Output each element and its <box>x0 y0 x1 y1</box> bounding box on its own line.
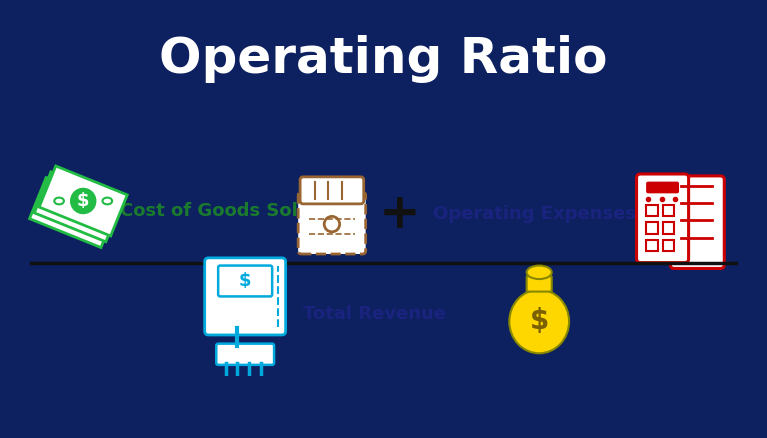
FancyBboxPatch shape <box>205 258 285 335</box>
FancyBboxPatch shape <box>218 265 272 297</box>
Ellipse shape <box>103 198 112 205</box>
Text: Operating Ratio: Operating Ratio <box>160 35 607 83</box>
FancyBboxPatch shape <box>298 192 366 254</box>
Text: $: $ <box>529 307 549 336</box>
FancyBboxPatch shape <box>646 205 658 216</box>
Polygon shape <box>35 172 123 242</box>
Text: Operating Expenses: Operating Expenses <box>433 205 636 223</box>
Circle shape <box>324 216 340 232</box>
Text: Cost of Goods Sold: Cost of Goods Sold <box>120 201 311 219</box>
FancyBboxPatch shape <box>663 222 674 234</box>
FancyBboxPatch shape <box>663 240 674 251</box>
Ellipse shape <box>54 198 64 205</box>
FancyBboxPatch shape <box>216 344 274 365</box>
Text: $: $ <box>239 272 252 290</box>
FancyBboxPatch shape <box>663 205 674 216</box>
FancyBboxPatch shape <box>647 183 678 192</box>
Ellipse shape <box>527 265 551 279</box>
FancyBboxPatch shape <box>637 174 689 263</box>
Circle shape <box>71 188 96 213</box>
FancyBboxPatch shape <box>670 176 724 268</box>
Polygon shape <box>39 166 127 236</box>
FancyBboxPatch shape <box>300 177 364 204</box>
FancyBboxPatch shape <box>646 222 658 234</box>
Text: $: $ <box>77 192 90 210</box>
Polygon shape <box>29 177 117 247</box>
Ellipse shape <box>509 290 569 353</box>
FancyBboxPatch shape <box>527 276 551 292</box>
FancyBboxPatch shape <box>646 240 658 251</box>
Text: Total Revenue: Total Revenue <box>303 305 446 323</box>
Text: +: + <box>379 191 420 238</box>
